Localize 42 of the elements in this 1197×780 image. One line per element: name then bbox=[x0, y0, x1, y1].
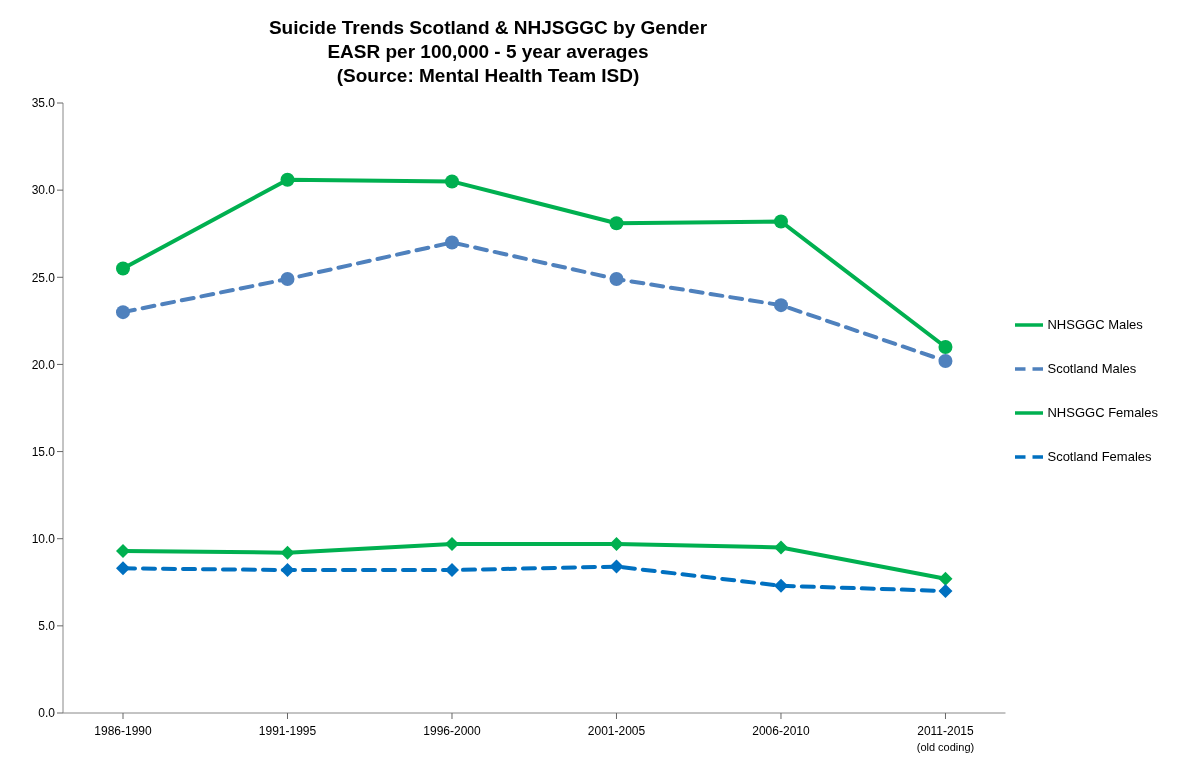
y-tick-label: 5.0 bbox=[38, 619, 56, 634]
y-tick-label: 0.0 bbox=[38, 706, 56, 721]
x-tick-label: 2006-2010 bbox=[752, 724, 810, 738]
point bbox=[116, 543, 130, 558]
point bbox=[938, 353, 953, 368]
point bbox=[280, 272, 295, 287]
y-tick-label: 15.0 bbox=[31, 444, 56, 459]
point bbox=[280, 563, 295, 578]
point bbox=[116, 261, 130, 276]
point bbox=[116, 561, 130, 576]
point bbox=[773, 214, 788, 229]
point bbox=[116, 305, 130, 320]
point bbox=[938, 571, 953, 586]
point bbox=[280, 172, 295, 187]
legend-label: Scotland Males bbox=[1047, 360, 1137, 376]
point bbox=[609, 216, 624, 231]
x-tick-label: 1991-1995 bbox=[258, 724, 317, 738]
chart-title: Suicide Trends Scotland & NHJSGGC by Gender EASR per 100,000 - 5 year averages (Source: Mental Health Team ISD) bbox=[267, 16, 709, 88]
legend-label: Scotland Females bbox=[1047, 448, 1152, 464]
y-tick-label: 20.0 bbox=[31, 357, 56, 372]
point bbox=[609, 559, 624, 574]
point bbox=[938, 340, 953, 354]
legend-label: NHSGGC Females bbox=[1047, 404, 1158, 420]
point bbox=[444, 536, 459, 551]
point bbox=[444, 174, 459, 189]
point bbox=[773, 298, 788, 313]
y-tick-label: 25.0 bbox=[31, 270, 56, 285]
point bbox=[444, 235, 459, 250]
y-tick-label: 30.0 bbox=[31, 183, 56, 198]
point bbox=[773, 578, 788, 593]
x-tick-label: 2001-2005 bbox=[587, 724, 646, 738]
point bbox=[609, 536, 624, 551]
point bbox=[280, 545, 295, 560]
point bbox=[609, 272, 624, 287]
y-tick-label: 10.0 bbox=[31, 531, 56, 546]
y-tick-label: 35.0 bbox=[31, 96, 56, 111]
x-tick-label: 1986-1990 bbox=[94, 724, 153, 738]
point bbox=[773, 540, 788, 555]
x-tick-label: 1996-2000 bbox=[423, 724, 482, 738]
legend-label: NHSGGC Males bbox=[1047, 316, 1143, 332]
x-tick-label: 2011-2015 (old coding) bbox=[916, 724, 975, 753]
point bbox=[938, 584, 953, 598]
